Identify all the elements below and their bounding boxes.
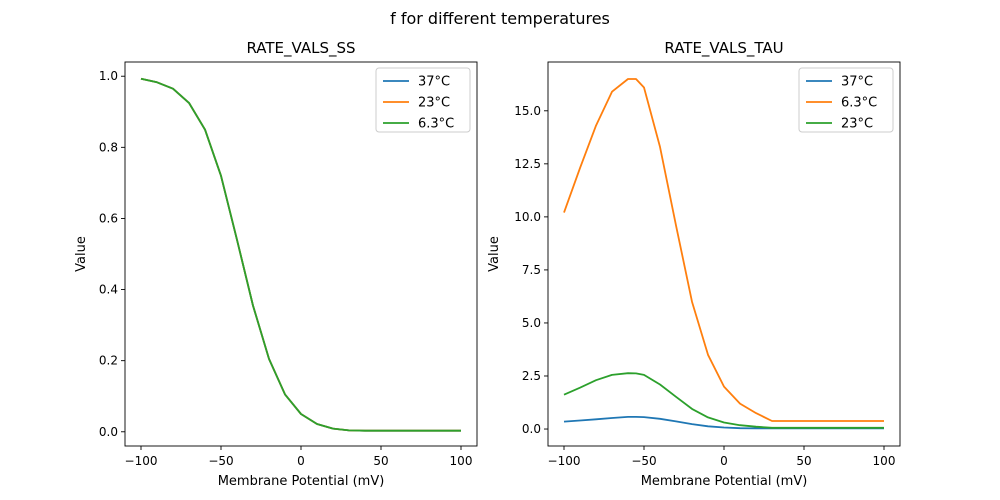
ss-x-tick-label: 100 — [450, 454, 473, 468]
tau-chart-panel: RATE_VALS_TAU −100 −50 0 50 100 0.0 2.5 5.0 7.5 10… — [487, 39, 901, 489]
tau-legend-label: 37°C — [841, 75, 873, 90]
tau-x-tick-label: 100 — [873, 454, 896, 468]
tau-x-axis-label: Membrane Potential (mV) — [641, 474, 808, 489]
ss-legend-label: 37°C — [418, 75, 450, 90]
tau-y-tick-label: 10.0 — [514, 210, 541, 224]
tau-legend: 37°C 6.3°C 23°C — [798, 67, 894, 133]
ss-x-tick-label: 0 — [297, 454, 305, 468]
tau-y-axis-label: Value — [487, 236, 502, 272]
ss-y-tick-label: 0.4 — [99, 283, 118, 297]
tau-x-tick-label: −50 — [631, 454, 656, 468]
tau-y-tick-label: 12.5 — [514, 157, 541, 171]
tau-y-tick-label: 5.0 — [522, 316, 541, 330]
tau-x-tick-label: 0 — [720, 454, 728, 468]
ss-y-tick-label: 0.2 — [99, 354, 118, 368]
ss-x-tick-label: 50 — [373, 454, 388, 468]
ss-y-tick-label: 1.0 — [99, 69, 118, 83]
ss-series-line-2 — [140, 77, 461, 432]
ss-y-tick-label: 0.6 — [99, 211, 118, 225]
tau-legend-box — [798, 67, 894, 133]
ss-y-axis-label: Value — [74, 236, 89, 272]
tau-series-line-2 — [563, 372, 884, 429]
ss-x-tick-label: −100 — [125, 454, 158, 468]
ss-legend: 37°C 23°C 6.3°C — [375, 67, 471, 133]
tau-y-tick-label: 0.0 — [522, 422, 541, 436]
ss-y-tick-label: 0.8 — [99, 140, 118, 154]
figure-suptitle: f for different temperatures — [390, 9, 610, 28]
ss-legend-box — [375, 67, 471, 133]
tau-legend-label: 23°C — [841, 117, 873, 132]
ss-chart-panel: RATE_VALS_SS −100 −50 0 50 100 0.0 0.2 0.4 0.6 0.8… — [74, 39, 478, 489]
ss-x-tick-label: −50 — [208, 454, 233, 468]
tau-series-line-1 — [563, 78, 884, 422]
ss-x-axis-label: Membrane Potential (mV) — [218, 474, 385, 489]
ss-y-tick-label: 0.0 — [99, 425, 118, 439]
ss-legend-label: 6.3°C — [418, 117, 454, 132]
tau-x-tick-label: 50 — [796, 454, 811, 468]
ss-legend-label: 23°C — [418, 96, 450, 111]
tau-y-tick-label: 2.5 — [522, 369, 541, 383]
ss-chart-title: RATE_VALS_SS — [246, 39, 355, 58]
tau-y-tick-label: 15.0 — [514, 104, 541, 118]
tau-y-tick-label: 7.5 — [522, 263, 541, 277]
tau-x-tick-label: −100 — [548, 454, 581, 468]
tau-legend-label: 6.3°C — [841, 96, 877, 111]
tau-chart-title: RATE_VALS_TAU — [664, 39, 783, 58]
